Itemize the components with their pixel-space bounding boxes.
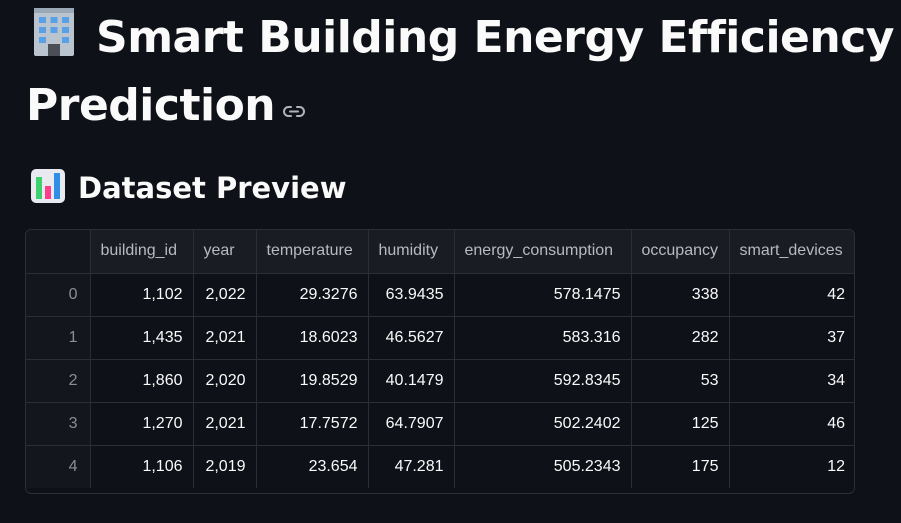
table-header-row: building_id year temperature humidity en… bbox=[26, 230, 854, 274]
table-cell[interactable]: 1,102 bbox=[90, 273, 194, 317]
table-cell[interactable]: 37 bbox=[729, 316, 854, 360]
table-cell[interactable]: 2,022 bbox=[193, 273, 257, 317]
row-index[interactable]: 0 bbox=[26, 273, 91, 317]
table-cell[interactable]: 592.8345 bbox=[454, 359, 632, 403]
table-row: 3 1,270 2,021 17.7572 64.7907 502.2402 1… bbox=[26, 402, 854, 446]
office-building-icon bbox=[26, 6, 82, 75]
table-row: 1 1,435 2,021 18.6023 46.5627 583.316 28… bbox=[26, 316, 854, 360]
column-header-energy-consumption[interactable]: energy_consumption bbox=[454, 230, 632, 274]
row-index[interactable]: 4 bbox=[26, 445, 91, 488]
table-cell[interactable]: 505.2343 bbox=[454, 445, 632, 488]
table-row: 2 1,860 2,020 19.8529 40.1479 592.8345 5… bbox=[26, 359, 854, 403]
table-row: 0 1,102 2,022 29.3276 63.9435 578.1475 3… bbox=[26, 273, 854, 317]
table-cell[interactable]: 47.281 bbox=[368, 445, 455, 488]
dataframe[interactable]: building_id year temperature humidity en… bbox=[25, 229, 855, 494]
table-cell[interactable]: 17.7572 bbox=[256, 402, 369, 446]
table-cell[interactable]: 583.316 bbox=[454, 316, 632, 360]
table-cell[interactable]: 125 bbox=[631, 402, 730, 446]
page-title-text-1: Smart Building Energy Efficiency bbox=[96, 12, 894, 63]
page-title-line-2: Prediction bbox=[26, 75, 901, 137]
table-cell[interactable]: 18.6023 bbox=[256, 316, 369, 360]
table-cell[interactable]: 175 bbox=[631, 445, 730, 488]
table-cell[interactable]: 1,270 bbox=[90, 402, 194, 446]
table-cell[interactable]: 12 bbox=[827, 457, 845, 475]
link-icon[interactable] bbox=[283, 74, 306, 136]
table-cell[interactable]: 338 bbox=[631, 273, 730, 317]
table-cell[interactable]: 34 bbox=[729, 359, 854, 403]
table-cell[interactable]: 282 bbox=[631, 316, 730, 360]
table-cell[interactable]: 1,106 bbox=[90, 445, 194, 488]
column-header-index[interactable] bbox=[26, 230, 91, 274]
column-header-building-id[interactable]: building_id bbox=[90, 230, 194, 274]
column-header-smart-devices[interactable]: smart_devices bbox=[729, 230, 854, 274]
table-cell[interactable]: 1,860 bbox=[90, 359, 194, 403]
table-cell[interactable]: 46 bbox=[729, 402, 854, 446]
column-header-year[interactable]: year bbox=[193, 230, 257, 274]
table-cell[interactable]: 46.5627 bbox=[368, 316, 455, 360]
table-cell[interactable]: 2,020 bbox=[193, 359, 257, 403]
table-cell[interactable]: 578.1475 bbox=[454, 273, 632, 317]
page-title-text-2: Prediction bbox=[26, 80, 276, 131]
row-index[interactable]: 1 bbox=[26, 316, 91, 360]
bar-chart-icon bbox=[30, 168, 66, 216]
data-table: building_id year temperature humidity en… bbox=[26, 230, 854, 488]
table-row: 4 1,106 2,019 23.654 47.281 505.2343 175… bbox=[26, 445, 854, 488]
column-header-occupancy[interactable]: occupancy bbox=[631, 230, 730, 274]
table-cell[interactable]: 40.1479 bbox=[368, 359, 455, 403]
table-cell[interactable]: 29.3276 bbox=[256, 273, 369, 317]
section-heading-text: Dataset Preview bbox=[78, 171, 347, 205]
row-index[interactable]: 3 bbox=[26, 402, 91, 446]
table-cell[interactable]: 19.8529 bbox=[256, 359, 369, 403]
table-cell[interactable]: 2,021 bbox=[193, 316, 257, 360]
section-heading: Dataset Preview bbox=[30, 166, 347, 216]
table-cell[interactable]: 42 bbox=[729, 273, 854, 317]
table-cell[interactable]: 63.9435 bbox=[368, 273, 455, 317]
table-cell[interactable]: 1,435 bbox=[90, 316, 194, 360]
page-title: Smart Building Energy Efficiency Predict… bbox=[26, 6, 901, 137]
table-cell[interactable]: 2,019 bbox=[193, 445, 257, 488]
table-cell[interactable]: 23.654 bbox=[256, 445, 369, 488]
table-cell[interactable]: 2,021 bbox=[193, 402, 257, 446]
column-header-humidity[interactable]: humidity bbox=[368, 230, 455, 274]
table-cell[interactable]: 502.2402 bbox=[454, 402, 632, 446]
table-cell[interactable]: 64.7907 bbox=[368, 402, 455, 446]
column-header-temperature[interactable]: temperature bbox=[256, 230, 369, 274]
row-index[interactable]: 2 bbox=[26, 359, 91, 403]
table-cell[interactable]: 53 bbox=[631, 359, 730, 403]
page-title-line-1: Smart Building Energy Efficiency bbox=[26, 6, 901, 75]
